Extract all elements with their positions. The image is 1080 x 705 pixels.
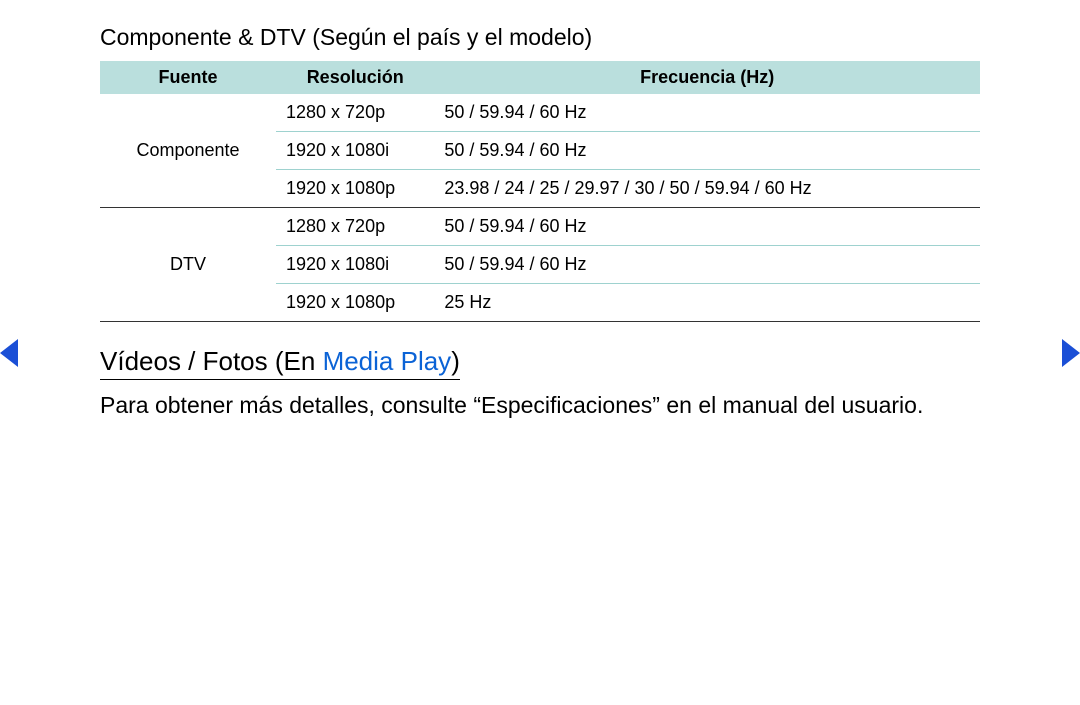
cell-source: Componente xyxy=(100,94,276,208)
subheading-suffix: ) xyxy=(451,346,460,376)
nav-next-arrow[interactable] xyxy=(1062,339,1080,367)
page-title: Componente & DTV (Según el país y el mod… xyxy=(100,24,980,51)
cell-frequency: 50 / 59.94 / 60 Hz xyxy=(434,246,980,284)
cell-frequency: 50 / 59.94 / 60 Hz xyxy=(434,208,980,246)
cell-resolution: 1280 x 720p xyxy=(276,94,434,132)
cell-source: DTV xyxy=(100,208,276,322)
cell-frequency: 23.98 / 24 / 25 / 29.97 / 30 / 50 / 59.9… xyxy=(434,170,980,208)
cell-resolution: 1920 x 1080i xyxy=(276,246,434,284)
subheading: Vídeos / Fotos (En Media Play) xyxy=(100,346,460,380)
table-row: DTV1280 x 720p50 / 59.94 / 60 Hz xyxy=(100,208,980,246)
subheading-prefix: Vídeos / Fotos (En xyxy=(100,346,323,376)
cell-resolution: 1920 x 1080p xyxy=(276,284,434,322)
cell-resolution: 1920 x 1080p xyxy=(276,170,434,208)
table-row: Componente1280 x 720p50 / 59.94 / 60 Hz xyxy=(100,94,980,132)
col-header-resolution: Resolución xyxy=(276,61,434,94)
cell-frequency: 50 / 59.94 / 60 Hz xyxy=(434,94,980,132)
cell-resolution: 1920 x 1080i xyxy=(276,132,434,170)
col-header-frequency: Frecuencia (Hz) xyxy=(434,61,980,94)
subheading-row: Vídeos / Fotos (En Media Play) xyxy=(100,346,980,380)
cell-resolution: 1280 x 720p xyxy=(276,208,434,246)
spec-table: Fuente Resolución Frecuencia (Hz) Compon… xyxy=(100,61,980,322)
page-content: Componente & DTV (Según el país y el mod… xyxy=(0,0,1080,421)
table-header-row: Fuente Resolución Frecuencia (Hz) xyxy=(100,61,980,94)
detail-paragraph: Para obtener más detalles, consulte “Esp… xyxy=(100,390,980,421)
nav-prev-arrow[interactable] xyxy=(0,339,18,367)
table-body: Componente1280 x 720p50 / 59.94 / 60 Hz1… xyxy=(100,94,980,322)
cell-frequency: 50 / 59.94 / 60 Hz xyxy=(434,132,980,170)
subheading-highlight: Media Play xyxy=(323,346,452,376)
col-header-source: Fuente xyxy=(100,61,276,94)
cell-frequency: 25 Hz xyxy=(434,284,980,322)
